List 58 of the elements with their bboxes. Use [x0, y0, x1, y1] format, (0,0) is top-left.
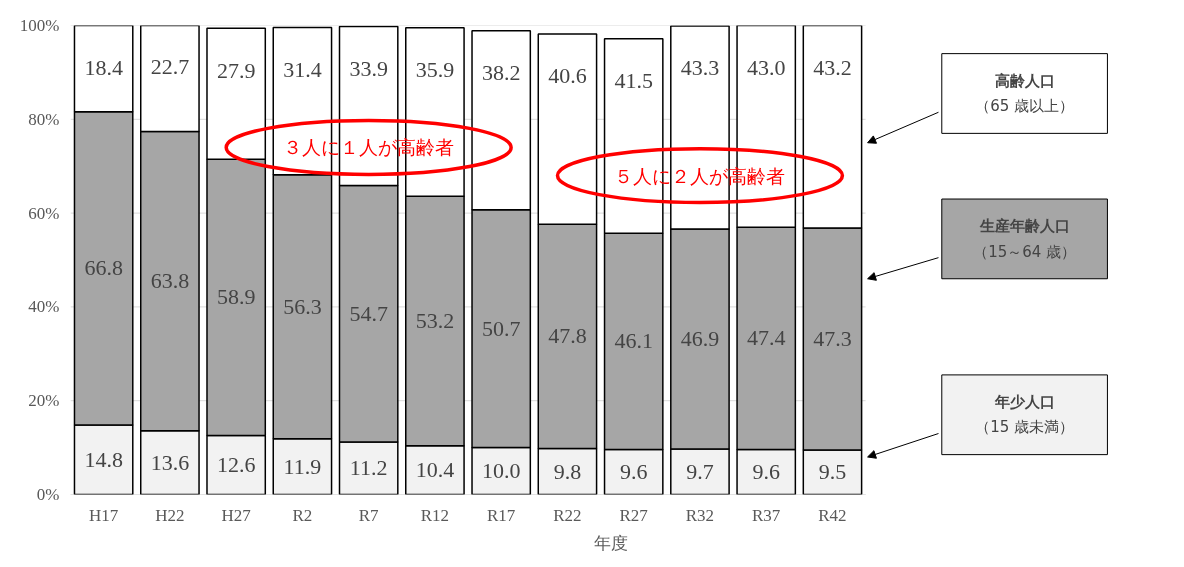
data-label: 12.6: [216, 451, 256, 477]
x-tick-label: R32: [685, 505, 715, 525]
data-label: 56.3: [283, 293, 322, 319]
data-label: 66.8: [84, 255, 123, 281]
x-tick-label: H27: [221, 505, 252, 525]
data-label: 43.2: [813, 54, 852, 80]
data-label: 47.3: [813, 326, 852, 352]
x-tick-label: R37: [752, 505, 781, 525]
data-label: 47.8: [548, 323, 587, 349]
data-label: 47.4: [746, 325, 786, 351]
data-label: 40.6: [548, 63, 587, 89]
y-tick-label: 80%: [28, 109, 60, 129]
y-tick-label: 60%: [28, 203, 60, 223]
data-label: 43.3: [680, 55, 720, 81]
data-label: 43.0: [746, 54, 786, 80]
data-label: 46.9: [680, 326, 720, 352]
data-label: 9.5: [818, 459, 847, 485]
data-label: 53.2: [415, 307, 455, 333]
x-tick-label: R12: [420, 505, 450, 525]
data-label: 54.7: [349, 300, 388, 326]
data-label: 63.8: [150, 268, 190, 294]
data-label: 50.7: [481, 315, 521, 341]
data-label: 18.4: [84, 54, 123, 80]
data-label: 27.9: [216, 57, 256, 83]
data-label: 11.2: [349, 455, 388, 481]
x-tick-label: R22: [553, 505, 582, 525]
text: 年少人口（15 歳未満）: [975, 393, 1075, 437]
x-axis-title: 年度: [593, 532, 628, 553]
data-label: 38.2: [481, 59, 521, 85]
text: 生産年齢人口（15～64 歳）: [973, 217, 1077, 261]
data-label: 14.8: [84, 446, 123, 472]
y-tick-label: 100%: [19, 16, 60, 35]
x-tick-label: R7: [358, 505, 380, 525]
data-label: 13.6: [150, 449, 190, 475]
y-tick-label: 20%: [28, 391, 60, 411]
data-label: 9.7: [686, 458, 714, 484]
x-tick-label: H17: [88, 505, 119, 525]
y-tick-label: 0%: [36, 485, 60, 504]
data-label: 10.0: [481, 458, 521, 484]
x-tick-label: R2: [292, 505, 313, 525]
x-tick-label: R17: [487, 505, 516, 525]
data-label: 10.4: [415, 457, 455, 483]
data-label: 9.6: [619, 458, 648, 484]
y-tick-label: 40%: [28, 297, 60, 317]
data-label: 9.6: [752, 458, 780, 484]
text: 高齢人口（65 歳以上）: [975, 71, 1075, 116]
x-tick-label: R42: [818, 505, 847, 525]
x-tick-label: R27: [619, 505, 649, 525]
x-tick-label: H22: [155, 505, 185, 525]
data-label: 9.8: [553, 458, 582, 484]
data-label: 46.1: [614, 328, 653, 354]
data-label: 41.5: [614, 67, 653, 93]
data-label: 22.7: [150, 54, 190, 80]
data-label: 33.9: [349, 55, 388, 81]
data-label: 35.9: [415, 57, 455, 83]
data-label: 11.9: [283, 453, 322, 479]
data-label: 31.4: [283, 56, 322, 82]
data-label: 58.9: [216, 284, 256, 310]
